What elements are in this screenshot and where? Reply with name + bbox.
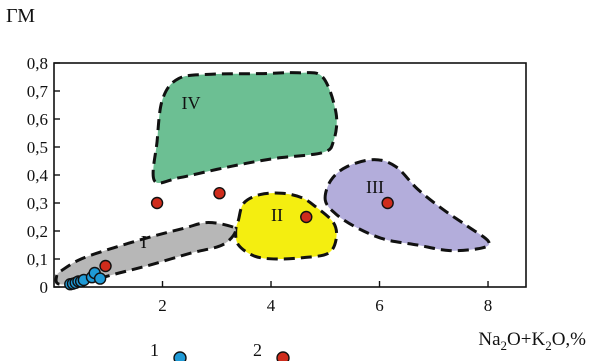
data-point-series-2 bbox=[150, 196, 164, 210]
y-tick-label: 0,6 bbox=[27, 110, 48, 129]
x-tick-label: 6 bbox=[375, 296, 384, 315]
y-tick-label: 0 bbox=[40, 278, 49, 297]
ticks-layer: 0 0,1 0,2 0,3 0,4 0,5 0,6 0,7 0,8 2 4 6 8 bbox=[27, 54, 493, 315]
legend-label-2: 2 bbox=[253, 340, 262, 360]
fields-layer bbox=[54, 71, 491, 286]
y-tick-label: 0,8 bbox=[27, 54, 48, 73]
x-axis-label-subscript: 2 bbox=[545, 338, 552, 353]
x-axis-label-part: O+K bbox=[507, 329, 545, 350]
field-iv-label: IV bbox=[181, 93, 200, 113]
legend-marker-1 bbox=[173, 351, 187, 361]
data-point-series-2 bbox=[381, 196, 394, 210]
legend-label-1: 1 bbox=[150, 340, 159, 360]
y-tick-label: 0,7 bbox=[27, 82, 49, 101]
x-tick-label: 8 bbox=[484, 296, 493, 315]
field-i-label: I bbox=[141, 232, 147, 252]
field-ii-label: II bbox=[271, 205, 283, 225]
data-point-series-2 bbox=[99, 259, 112, 273]
field-iv-region bbox=[151, 71, 339, 185]
data-point-series-2 bbox=[300, 210, 313, 224]
points-layer bbox=[64, 186, 394, 291]
field-iii-region bbox=[323, 158, 491, 253]
legend-marker-2 bbox=[276, 351, 290, 361]
y-tick-label: 0,2 bbox=[27, 222, 48, 241]
data-point-series-2 bbox=[213, 186, 226, 200]
field-ii-region bbox=[234, 191, 339, 261]
x-axis-label-subscript: 2 bbox=[501, 338, 508, 353]
y-axis-label: ГМ bbox=[6, 5, 35, 27]
y-tick-label: 0,3 bbox=[27, 194, 48, 213]
y-tick-label: 0,4 bbox=[27, 166, 49, 185]
y-tick-label: 0,1 bbox=[27, 250, 48, 269]
x-axis-label-part: O,% bbox=[552, 329, 586, 350]
field-iii-label: III bbox=[366, 177, 384, 197]
x-axis-label-part: Na bbox=[478, 329, 501, 350]
x-axis-label: Na2O+K2O,% bbox=[478, 329, 586, 353]
x-tick-label: 2 bbox=[158, 296, 167, 315]
y-tick-label: 0,5 bbox=[27, 138, 48, 157]
data-point-series-1 bbox=[93, 272, 107, 285]
x-tick-label: 4 bbox=[267, 296, 276, 315]
